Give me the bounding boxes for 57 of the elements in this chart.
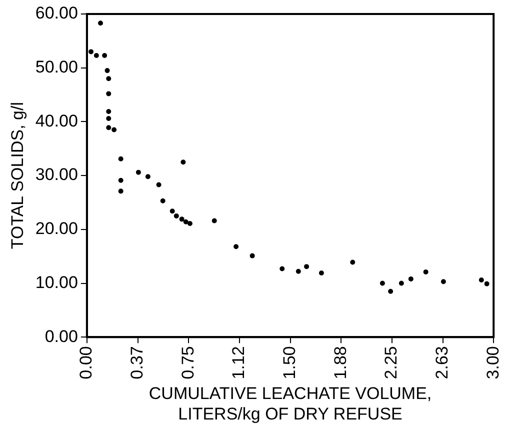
point bbox=[160, 198, 166, 204]
point bbox=[118, 188, 124, 194]
point bbox=[408, 276, 414, 282]
point bbox=[106, 125, 112, 130]
point bbox=[98, 20, 103, 26]
point bbox=[350, 260, 356, 265]
point bbox=[280, 266, 285, 272]
point bbox=[104, 68, 110, 74]
x-tick-label: 3.00 bbox=[483, 346, 502, 380]
x-tick-label: 2.25 bbox=[382, 346, 401, 380]
point bbox=[440, 279, 446, 284]
point bbox=[94, 52, 99, 58]
y-axis-title: TOTAL SOLIDS, g/l bbox=[8, 102, 27, 250]
point bbox=[118, 178, 124, 183]
point bbox=[296, 268, 301, 274]
x-tick-label: 2.63 bbox=[432, 346, 452, 380]
point bbox=[174, 213, 179, 218]
point bbox=[170, 208, 175, 214]
point bbox=[234, 244, 239, 250]
y-tick-label: 10.00 bbox=[35, 272, 78, 292]
y-tick-label: 30.00 bbox=[35, 165, 78, 184]
point bbox=[388, 288, 394, 294]
point bbox=[380, 280, 385, 286]
point bbox=[88, 49, 94, 54]
point bbox=[318, 270, 324, 276]
x-tick-label: 1.12 bbox=[229, 346, 248, 380]
point bbox=[187, 220, 192, 226]
point bbox=[484, 281, 490, 286]
x-axis-title: CUMULATIVE LEACHATE VOLUME, LITERS/kg OF DRY REFUSE bbox=[148, 384, 432, 424]
point bbox=[102, 52, 108, 58]
point bbox=[304, 264, 310, 270]
point bbox=[118, 156, 124, 162]
y-tick-label: 60.00 bbox=[35, 4, 78, 23]
point bbox=[423, 269, 428, 274]
point bbox=[398, 280, 404, 286]
point bbox=[478, 278, 484, 283]
x-tick-label: 1.50 bbox=[280, 346, 299, 380]
point bbox=[145, 174, 150, 180]
y-tick-label: 20.00 bbox=[35, 219, 78, 238]
y-tick-label: 40.00 bbox=[35, 111, 78, 130]
point bbox=[250, 253, 255, 258]
x-tick-label: 0.37 bbox=[127, 346, 146, 380]
point bbox=[136, 170, 141, 175]
point bbox=[156, 182, 162, 188]
y-tick-label: 50.00 bbox=[35, 58, 78, 77]
x-tick-label: 0.75 bbox=[178, 346, 198, 380]
point bbox=[212, 218, 217, 224]
point bbox=[183, 219, 188, 224]
point bbox=[112, 127, 117, 132]
point bbox=[179, 216, 184, 222]
point bbox=[106, 108, 112, 114]
point bbox=[106, 76, 112, 82]
point bbox=[106, 116, 112, 121]
y-tick-label: 0.00 bbox=[44, 326, 78, 346]
point bbox=[180, 160, 186, 165]
point bbox=[106, 91, 112, 96]
x-tick-label: 1.88 bbox=[330, 346, 350, 380]
